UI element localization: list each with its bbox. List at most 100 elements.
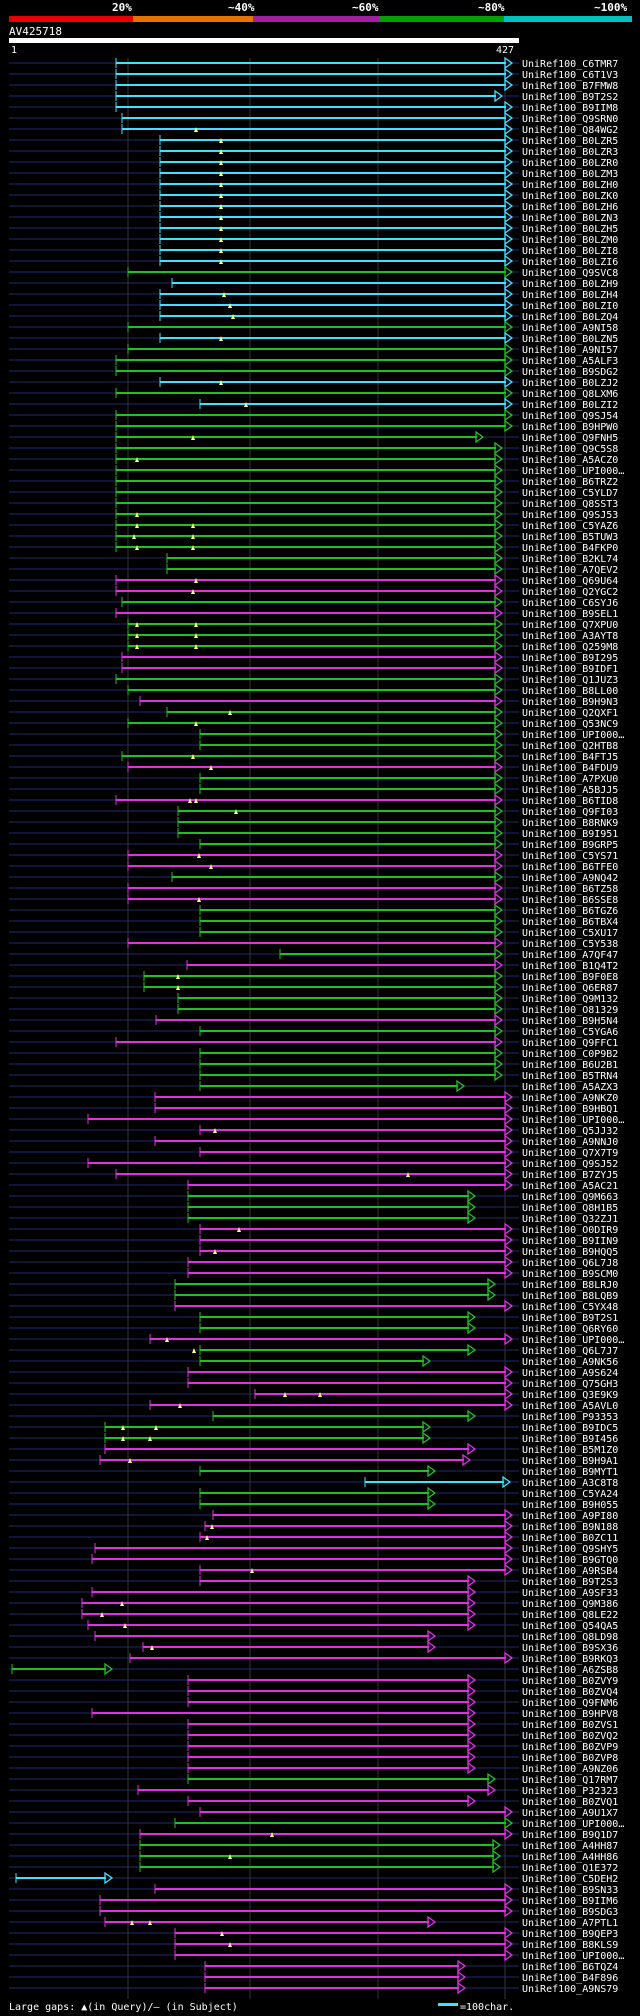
hit-label[interactable]: UniRef100_A3AYT8 (522, 631, 618, 642)
hit-label[interactable]: UniRef100_Q6RY60 (522, 1324, 618, 1335)
hit-row[interactable]: UniRef100_A7QF47 (9, 947, 618, 961)
hit-row[interactable]: UniRef100_B0LZI6 (9, 254, 618, 268)
hit-label[interactable]: UniRef100_Q9SRN0 (522, 114, 618, 125)
hit-row[interactable]: UniRef100_B0LZK0 (9, 188, 618, 202)
hit-row[interactable]: UniRef100_A5AVL0 (9, 1398, 618, 1412)
hit-label[interactable]: UniRef100_B9I456 (522, 1434, 618, 1445)
hit-label[interactable]: UniRef100_A5ACZ0 (522, 455, 618, 466)
hit-row[interactable]: UniRef100_B0ZVQ1 (9, 1794, 618, 1808)
hit-row[interactable]: UniRef100_A5ACZ0 (9, 452, 618, 466)
hit-row[interactable]: UniRef100_C6SYJ6 (9, 595, 618, 609)
hit-label[interactable]: UniRef100_A6ZSB8 (522, 1665, 618, 1676)
hit-row[interactable]: UniRef100_C6T1V3 (9, 67, 618, 81)
hit-label[interactable]: UniRef100_Q8SST3 (522, 499, 618, 510)
hit-label[interactable]: UniRef100_B0ZVP8 (522, 1753, 618, 1764)
hit-row[interactable]: UniRef100_C5YGA6 (9, 1024, 618, 1038)
hit-label[interactable]: UniRef100_C6T1V3 (522, 70, 618, 81)
hit-label[interactable]: UniRef100_B0LZI6 (522, 257, 618, 268)
hit-row[interactable]: UniRef100_B9H9N3 (9, 694, 618, 708)
hit-label[interactable]: UniRef100_B4F896 (522, 1973, 618, 1984)
hit-row[interactable]: UniRef100_O81329 (9, 1002, 618, 1016)
hit-row[interactable]: UniRef100_Q6L7J7 (9, 1343, 618, 1357)
hit-row[interactable]: UniRef100_A4HH87 (9, 1838, 618, 1852)
hit-label[interactable]: UniRef100_B0ZVS1 (522, 1720, 618, 1731)
hit-row[interactable]: UniRef100_B9IIN9 (9, 1233, 618, 1247)
hit-label[interactable]: UniRef100_C0P9B2 (522, 1049, 618, 1060)
hit-row[interactable]: UniRef100_B9Q1D7 (9, 1827, 618, 1841)
hit-label[interactable]: UniRef100_Q5JJ32 (522, 1126, 618, 1137)
hit-label[interactable]: UniRef100_A9NK56 (522, 1357, 618, 1368)
hit-label[interactable]: UniRef100_UPI000… (522, 1335, 624, 1346)
hit-row[interactable]: UniRef100_Q54QA5 (9, 1618, 618, 1632)
hit-row[interactable]: UniRef100_C5Y538 (9, 936, 618, 950)
hit-label[interactable]: UniRef100_A9PI80 (522, 1511, 618, 1522)
hit-row[interactable]: UniRef100_Q9SJ53 (9, 507, 618, 521)
hit-label[interactable]: UniRef100_Q53NC9 (522, 719, 618, 730)
hit-row[interactable]: UniRef100_O0DIR9 (9, 1222, 618, 1236)
hit-label[interactable]: UniRef100_B0LZR5 (522, 136, 618, 147)
hit-row[interactable]: UniRef100_B5TUW3 (9, 529, 618, 543)
hit-label[interactable]: UniRef100_A9S624 (522, 1368, 618, 1379)
hit-row[interactable]: UniRef100_Q2HTB8 (9, 738, 618, 752)
hit-row[interactable]: UniRef100_Q9FFC1 (9, 1035, 618, 1049)
hit-row[interactable]: UniRef100_B9H5N4 (9, 1013, 618, 1027)
hit-row[interactable]: UniRef100_C0P9B2 (9, 1046, 618, 1060)
hit-row[interactable]: UniRef100_Q2YGC2 (9, 584, 618, 598)
hit-row[interactable]: UniRef100_B9SDG2 (9, 364, 618, 378)
hit-label[interactable]: UniRef100_B0ZVY9 (522, 1676, 618, 1687)
hit-row[interactable]: UniRef100_B0LZN5 (9, 331, 618, 345)
hit-label[interactable]: UniRef100_B9HBQ1 (522, 1104, 618, 1115)
hit-label[interactable]: UniRef100_B9SCM0 (522, 1269, 618, 1280)
hit-row[interactable]: UniRef100_B2KL74 (9, 551, 618, 565)
hit-row[interactable]: UniRef100_Q6ER87 (9, 980, 618, 994)
hit-label[interactable]: UniRef100_C5DEH2 (522, 1874, 618, 1885)
hit-row[interactable]: UniRef100_Q2QXF1 (9, 705, 618, 719)
hit-row[interactable]: UniRef100_A5AZX3 (9, 1079, 618, 1093)
hit-row[interactable]: UniRef100_B9QEP3 (9, 1926, 618, 1940)
hit-row[interactable]: UniRef100_A7QEV2 (9, 562, 618, 576)
hit-row[interactable]: UniRef100_A3AYT8 (9, 628, 618, 642)
hit-label[interactable]: UniRef100_B9F0E8 (522, 972, 618, 983)
hit-label[interactable]: UniRef100_B0LZM0 (522, 235, 618, 246)
hit-row[interactable]: UniRef100_P32323 (9, 1783, 618, 1797)
hit-label[interactable]: UniRef100_B4FDU9 (522, 763, 618, 774)
hit-label[interactable]: UniRef100_A5BJJ5 (522, 785, 618, 796)
hit-label[interactable]: UniRef100_Q9FNM6 (522, 1698, 618, 1709)
hit-label[interactable]: UniRef100_Q2HTB8 (522, 741, 618, 752)
hit-label[interactable]: UniRef100_P93353 (522, 1412, 618, 1423)
hit-row[interactable]: UniRef100_UPI000… (9, 1816, 624, 1830)
hit-row[interactable]: UniRef100_C6TMR7 (9, 56, 618, 70)
hit-row[interactable]: UniRef100_B0ZVS1 (9, 1717, 618, 1731)
hit-label[interactable]: UniRef100_P32323 (522, 1786, 618, 1797)
hit-row[interactable]: UniRef100_B0ZVP9 (9, 1739, 618, 1753)
hit-row[interactable]: UniRef100_B9N188 (9, 1519, 618, 1533)
hit-row[interactable]: UniRef100_B6TZ58 (9, 881, 618, 895)
hit-label[interactable]: UniRef100_C5YS71 (522, 851, 618, 862)
hit-label[interactable]: UniRef100_B7ZYJ5 (522, 1170, 618, 1181)
hit-row[interactable]: UniRef100_B9IDC5 (9, 1420, 618, 1434)
hit-label[interactable]: UniRef100_B0LZI2 (522, 400, 618, 411)
hit-row[interactable]: UniRef100_B6TFE0 (9, 859, 618, 873)
hit-label[interactable]: UniRef100_B8KLS9 (522, 1940, 618, 1951)
hit-label[interactable]: UniRef100_Q1E372 (522, 1863, 618, 1874)
hit-row[interactable]: UniRef100_B7ZYJ5 (9, 1167, 618, 1181)
hit-label[interactable]: UniRef100_Q9M663 (522, 1192, 618, 1203)
hit-label[interactable]: UniRef100_Q75GH3 (522, 1379, 618, 1390)
hit-row[interactable]: UniRef100_UPI000… (9, 1948, 624, 1962)
hit-label[interactable]: UniRef100_B0ZVQ4 (522, 1687, 618, 1698)
hit-label[interactable]: UniRef100_A9NZ06 (522, 1764, 618, 1775)
hit-row[interactable]: UniRef100_Q9M386 (9, 1596, 618, 1610)
hit-label[interactable]: UniRef100_C5YX48 (522, 1302, 618, 1313)
hit-row[interactable]: UniRef100_UPI000… (9, 463, 624, 477)
hit-label[interactable]: UniRef100_A4HH86 (522, 1852, 618, 1863)
hit-row[interactable]: UniRef100_C5YS71 (9, 848, 618, 862)
hit-label[interactable]: UniRef100_A9NKZ0 (522, 1093, 618, 1104)
hit-row[interactable]: UniRef100_Q6L7J8 (9, 1255, 618, 1269)
hit-label[interactable]: UniRef100_B9H9A1 (522, 1456, 618, 1467)
hit-label[interactable]: UniRef100_A9NI57 (522, 345, 618, 356)
hit-row[interactable]: UniRef100_B0LZN3 (9, 210, 618, 224)
hit-row[interactable]: UniRef100_A7PTL1 (9, 1915, 618, 1929)
hit-row[interactable]: UniRef100_Q17RM7 (9, 1772, 618, 1786)
hit-row[interactable]: UniRef100_A9NI58 (9, 320, 618, 334)
hit-row[interactable]: UniRef100_B0LZH4 (9, 287, 618, 301)
